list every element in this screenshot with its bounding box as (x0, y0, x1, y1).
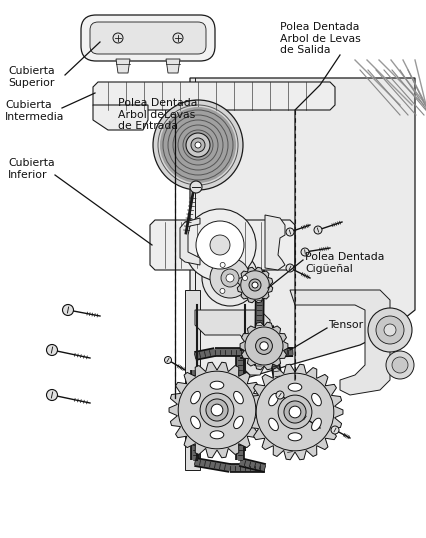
Text: Polea Dentada
Arbol de Levas
de Salida: Polea Dentada Arbol de Levas de Salida (280, 22, 361, 55)
Circle shape (184, 209, 256, 281)
Circle shape (220, 263, 225, 267)
Polygon shape (180, 218, 200, 265)
Circle shape (301, 414, 309, 422)
Circle shape (195, 142, 201, 148)
Circle shape (221, 269, 239, 287)
Polygon shape (237, 267, 273, 303)
Ellipse shape (269, 393, 278, 406)
Circle shape (153, 100, 243, 190)
Circle shape (331, 426, 339, 434)
Polygon shape (290, 290, 390, 395)
FancyBboxPatch shape (81, 15, 215, 61)
Text: Polea Dentada
Cigüeñal: Polea Dentada Cigüeñal (305, 252, 384, 274)
Circle shape (252, 282, 258, 288)
Circle shape (286, 228, 294, 236)
Circle shape (170, 117, 226, 173)
Circle shape (392, 357, 408, 373)
Polygon shape (93, 105, 148, 130)
Text: Cubierta
Inferior: Cubierta Inferior (8, 158, 55, 180)
Circle shape (241, 271, 269, 299)
Ellipse shape (233, 416, 243, 429)
Ellipse shape (233, 391, 243, 404)
Polygon shape (247, 364, 343, 460)
Polygon shape (190, 78, 415, 460)
Circle shape (249, 279, 261, 291)
Circle shape (286, 264, 294, 272)
Circle shape (113, 33, 123, 43)
Circle shape (284, 401, 306, 423)
Circle shape (210, 235, 230, 255)
Ellipse shape (312, 418, 321, 430)
Circle shape (301, 248, 309, 256)
Circle shape (260, 342, 268, 350)
FancyBboxPatch shape (90, 22, 206, 54)
Circle shape (164, 357, 172, 364)
Circle shape (202, 250, 258, 306)
Ellipse shape (191, 416, 200, 429)
Polygon shape (265, 215, 285, 270)
Circle shape (256, 338, 272, 355)
Circle shape (173, 33, 183, 43)
Circle shape (289, 406, 301, 418)
Circle shape (200, 393, 234, 427)
Circle shape (256, 373, 334, 451)
Ellipse shape (210, 431, 224, 439)
Circle shape (245, 327, 283, 365)
Circle shape (190, 181, 202, 193)
Circle shape (196, 221, 244, 269)
Circle shape (226, 274, 234, 282)
Circle shape (186, 133, 210, 157)
Circle shape (386, 351, 414, 379)
Polygon shape (195, 310, 270, 375)
Text: Polea Dentada
Arbol deLevas
de Entrada: Polea Dentada Arbol deLevas de Entrada (118, 98, 197, 131)
Circle shape (190, 137, 206, 153)
Text: Tensor: Tensor (328, 320, 363, 330)
Circle shape (278, 395, 312, 429)
Ellipse shape (210, 381, 224, 389)
Circle shape (368, 308, 412, 352)
Ellipse shape (288, 433, 302, 441)
Polygon shape (240, 322, 288, 370)
Circle shape (180, 127, 216, 163)
Circle shape (46, 344, 58, 356)
Circle shape (220, 288, 225, 293)
Polygon shape (169, 362, 265, 458)
Circle shape (63, 305, 74, 315)
Polygon shape (93, 82, 335, 110)
Circle shape (191, 138, 205, 152)
Circle shape (314, 226, 322, 234)
Polygon shape (116, 59, 130, 73)
Circle shape (210, 258, 250, 298)
Polygon shape (150, 220, 295, 270)
Circle shape (160, 107, 236, 183)
Circle shape (242, 275, 248, 280)
Polygon shape (166, 59, 180, 73)
Ellipse shape (312, 393, 321, 406)
Text: Cubierta
Superior: Cubierta Superior (8, 66, 55, 88)
Circle shape (206, 399, 228, 421)
Circle shape (376, 316, 404, 344)
Ellipse shape (269, 418, 278, 430)
Ellipse shape (191, 391, 200, 404)
Polygon shape (185, 290, 200, 470)
Text: Cubierta
Intermedia: Cubierta Intermedia (5, 100, 64, 122)
Circle shape (384, 324, 396, 336)
Circle shape (46, 390, 58, 400)
Circle shape (211, 404, 223, 416)
Ellipse shape (288, 383, 302, 391)
Circle shape (178, 371, 256, 449)
Circle shape (276, 391, 284, 399)
